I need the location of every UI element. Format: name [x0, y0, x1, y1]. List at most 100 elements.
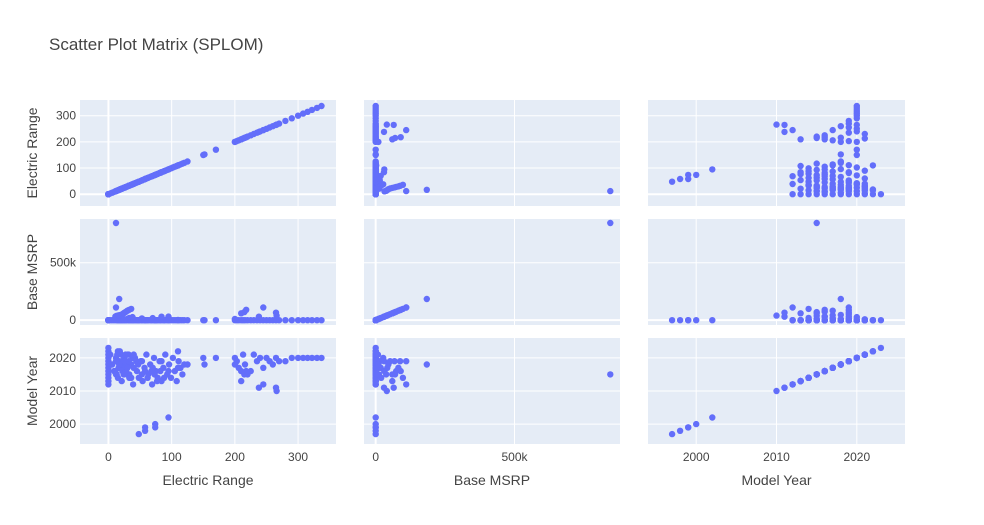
data-point: [869, 162, 877, 169]
data-point: [861, 135, 868, 142]
data-point: [184, 158, 191, 165]
data-point: [781, 313, 788, 320]
data-point: [877, 344, 885, 352]
data-point: [174, 364, 182, 371]
data-point: [148, 381, 156, 388]
data-point: [372, 146, 379, 153]
data-point: [184, 361, 191, 368]
panel-base-msrp-vs-electric-range: 0 500k Base MSRP: [24, 219, 336, 327]
data-point: [288, 115, 295, 122]
data-point: [693, 420, 700, 428]
data-point: [372, 102, 379, 110]
data-point: [813, 219, 820, 227]
data-point: [114, 351, 121, 358]
data-point: [837, 123, 844, 130]
data-point: [797, 191, 804, 198]
data-point: [805, 168, 812, 175]
data-point: [797, 170, 804, 178]
data-point: [821, 367, 828, 375]
data-point: [112, 219, 120, 227]
data-point: [239, 351, 247, 358]
data-point: [853, 146, 860, 153]
data-point: [676, 317, 684, 324]
data-point: [243, 306, 250, 313]
data-point: [399, 374, 407, 381]
data-point: [829, 168, 836, 175]
data-point: [273, 312, 280, 319]
data-point: [390, 384, 397, 391]
data-point: [709, 166, 716, 173]
data-point: [853, 121, 860, 129]
data-point: [151, 371, 158, 378]
data-point: [144, 374, 151, 381]
data-point: [845, 306, 852, 314]
data-point: [797, 176, 804, 184]
data-point: [389, 377, 396, 385]
data-point: [386, 358, 394, 365]
data-point: [837, 173, 844, 181]
data-point: [789, 173, 796, 180]
data-point: [845, 182, 852, 189]
data-point: [256, 354, 264, 362]
data-point: [813, 160, 820, 167]
data-point: [813, 187, 820, 195]
data-point: [853, 172, 860, 179]
data-point: [829, 126, 836, 134]
data-point: [668, 317, 676, 324]
data-point: [372, 348, 379, 355]
panel-model-year-vs-electric-range: 2000 2010 2020 Model Year 0 100 200 300 Electric…: [24, 338, 336, 488]
data-point: [372, 171, 379, 179]
data-point: [397, 134, 404, 141]
data-point: [212, 317, 220, 324]
data-point: [162, 351, 169, 358]
data-point: [243, 134, 250, 141]
data-point: [709, 414, 716, 421]
data-point: [269, 361, 276, 368]
panel-electric-range-vs-electric-range: 0 100 200 300 Electric Range: [24, 100, 336, 206]
data-point: [128, 305, 135, 313]
data-point: [116, 295, 123, 303]
data-point: [373, 371, 381, 378]
data-point: [260, 381, 267, 388]
data-point: [375, 138, 382, 146]
data-point: [397, 367, 404, 375]
data-point: [157, 367, 164, 375]
x-tick-label: 2000: [683, 450, 710, 464]
data-point: [821, 306, 828, 313]
data-point: [797, 162, 804, 170]
data-point: [107, 351, 114, 358]
y-tick-label: 0: [69, 313, 76, 327]
data-point: [861, 130, 868, 138]
data-point: [861, 167, 868, 174]
data-point: [861, 180, 868, 187]
data-point: [861, 175, 868, 182]
data-point: [165, 361, 173, 368]
data-point: [318, 102, 325, 110]
data-point: [318, 354, 325, 362]
data-point: [201, 361, 208, 368]
data-point: [829, 364, 836, 371]
data-point: [118, 377, 125, 385]
data-point: [781, 128, 788, 136]
data-point: [853, 313, 860, 321]
data-point: [403, 187, 410, 195]
data-point: [668, 430, 676, 438]
data-point: [372, 414, 379, 421]
data-point: [829, 316, 836, 324]
data-point: [789, 304, 796, 311]
data-point: [423, 295, 430, 303]
data-point: [149, 364, 156, 371]
data-point: [381, 166, 388, 173]
y-tick-label: 0: [69, 187, 76, 201]
data-point: [200, 354, 207, 362]
data-point: [383, 121, 390, 128]
data-point: [130, 364, 137, 371]
y-axis-title: Electric Range: [24, 107, 40, 198]
x-axis-title: Base MSRP: [454, 472, 530, 488]
data-point: [789, 191, 796, 198]
data-point: [797, 377, 804, 385]
data-point: [853, 151, 860, 159]
data-point: [152, 424, 159, 431]
